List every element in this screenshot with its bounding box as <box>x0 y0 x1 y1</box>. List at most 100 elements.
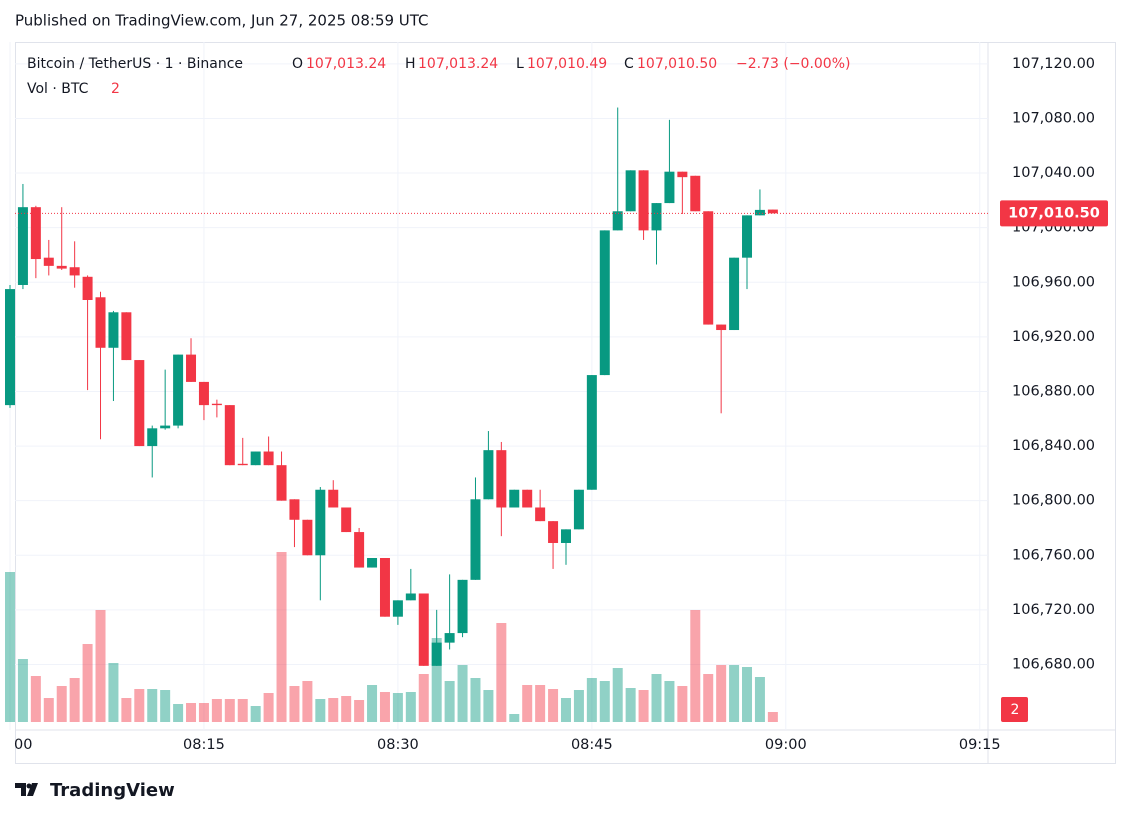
candle-body <box>328 489 339 508</box>
candle-body <box>198 381 209 406</box>
volume-bar <box>444 681 455 722</box>
candle-body <box>716 324 727 331</box>
candle-body <box>651 203 662 231</box>
candle-body <box>160 425 171 429</box>
y-tick-label: 106,960.00 <box>1012 274 1095 290</box>
volume-bar <box>535 685 546 722</box>
volume-bar <box>56 686 67 722</box>
candle-body <box>43 257 54 266</box>
volume-bar <box>651 674 662 722</box>
volume-bar <box>431 638 442 722</box>
ohlc-prefix: H <box>405 56 416 72</box>
volume-axis-label: 2 <box>1011 702 1020 718</box>
y-tick-label: 107,040.00 <box>1012 165 1095 181</box>
volume-bar <box>457 665 468 722</box>
chart-frame <box>15 42 1116 764</box>
volume-bar <box>302 681 313 722</box>
candle-body <box>263 451 274 466</box>
volume-bar <box>354 700 365 722</box>
candle-body <box>147 428 158 447</box>
volume-bar <box>367 685 378 722</box>
volume-bar <box>82 644 93 722</box>
candle-body <box>638 170 649 231</box>
ohlc-legend: O 107,013.24 H 107,013.24 L 107,010.49 C 107,01… <box>292 56 850 72</box>
candle-body <box>108 312 119 348</box>
volume-bar <box>638 690 649 722</box>
candle-body <box>211 403 222 406</box>
volume-bar <box>392 693 403 722</box>
candle-body <box>742 215 753 258</box>
candle-body <box>134 360 145 447</box>
candle-body <box>457 579 468 634</box>
candle-body <box>509 489 520 508</box>
volume-bar <box>250 706 261 722</box>
candle-body <box>367 558 378 568</box>
volume-bar <box>599 681 610 722</box>
candle-body <box>392 600 403 617</box>
volume-title: Vol · BTC <box>27 81 89 97</box>
y-tick-label: 106,800.00 <box>1012 493 1095 509</box>
candle-body <box>418 593 429 666</box>
axes: 106,680.00 106,720.00 106,760.00 106,800.00… <box>14 56 1108 753</box>
candle-body <box>276 465 287 501</box>
volume-bar <box>483 690 494 722</box>
tradingview-logo: TradingView <box>15 780 175 801</box>
volume-bar <box>522 685 533 722</box>
candle-body <box>444 633 455 643</box>
y-tick-label: 107,080.00 <box>1012 110 1095 126</box>
ohlc-prefix: O <box>292 56 303 72</box>
candle-body <box>664 171 675 204</box>
volume-bar <box>586 678 597 722</box>
volume-bar <box>754 677 765 722</box>
candle-body <box>483 450 494 500</box>
candle-body <box>599 230 610 376</box>
volume-bar <box>263 693 274 722</box>
y-tick-label: 106,680.00 <box>1012 656 1095 672</box>
volume-bar <box>69 678 80 722</box>
y-tick-label: 107,120.00 <box>1012 56 1095 72</box>
x-tick-label: 08:45 <box>571 737 613 753</box>
candle-body <box>341 507 352 533</box>
y-tick-label: 106,880.00 <box>1012 383 1095 399</box>
candle-body <box>30 207 41 260</box>
volume-bar <box>328 698 339 722</box>
volume-bar <box>289 686 300 722</box>
y-tick-label: 106,720.00 <box>1012 602 1095 618</box>
candle-body <box>186 354 197 382</box>
volume-bar <box>211 699 222 722</box>
candle-body <box>173 354 184 426</box>
candle-body <box>754 209 765 216</box>
candle-body <box>17 207 28 285</box>
x-tick-label: 00 <box>14 737 32 753</box>
volume-bar <box>379 692 390 722</box>
volume-bar <box>703 674 714 722</box>
last-price-label: 107,010.50 <box>1008 205 1100 221</box>
candle-body <box>470 499 481 580</box>
ohlc-prefix: L <box>516 56 524 72</box>
candle-body <box>250 451 261 466</box>
candle-body <box>237 463 248 466</box>
candles <box>5 107 988 666</box>
ohlc-prefix: C <box>624 56 634 72</box>
volume-pane <box>5 552 778 722</box>
ohlc-value: 107,013.24 <box>306 56 386 72</box>
candle-body <box>302 519 313 556</box>
logo-text: TradingView <box>50 780 175 801</box>
candle-body <box>95 297 106 348</box>
volume-bar <box>224 699 235 722</box>
candle-body <box>315 489 326 556</box>
candle-body <box>121 312 132 361</box>
candle-body <box>573 489 584 530</box>
candle-body <box>767 209 778 214</box>
volume-legend-value: 2 <box>111 81 120 97</box>
volume-bar <box>5 572 15 722</box>
candle-body <box>224 405 235 466</box>
volume-bar <box>95 610 106 722</box>
candle-body <box>289 499 300 520</box>
volume-bar <box>173 704 184 722</box>
candle-body <box>612 211 623 231</box>
y-tick-label: 106,920.00 <box>1012 329 1095 345</box>
symbol-title: Bitcoin / TetherUS · 1 · Binance <box>27 56 243 72</box>
volume-bar <box>560 698 571 722</box>
